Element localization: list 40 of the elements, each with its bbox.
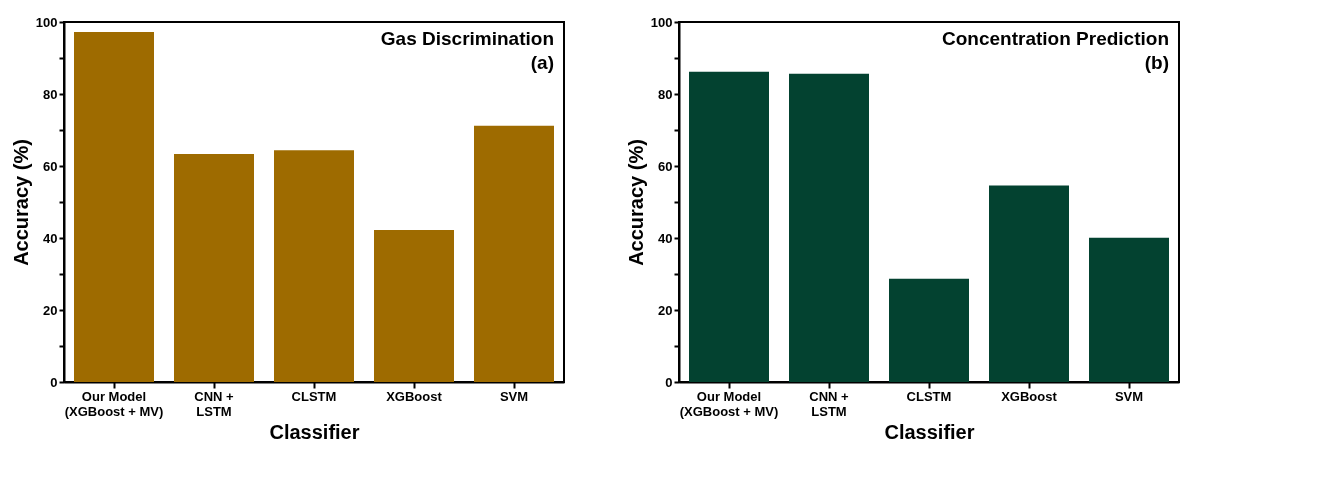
y-tick-label: 100 — [35, 14, 58, 30]
x-tick-label: XGBoost — [386, 388, 443, 404]
bar — [274, 150, 354, 382]
bar — [1089, 237, 1169, 382]
y-tick-label: 20 — [43, 302, 58, 318]
annotation: (a) — [530, 52, 554, 73]
x-axis-title: Classifier — [884, 420, 975, 443]
bar — [889, 278, 969, 382]
x-tick-label: SVM — [1114, 388, 1144, 404]
y-tick-label: 80 — [658, 86, 673, 102]
y-tick-label: 60 — [43, 158, 58, 174]
bar — [174, 154, 254, 382]
bar — [374, 230, 454, 382]
y-tick-label: 0 — [665, 374, 673, 390]
x-tick-label: Our Model (XGBoost + MV) — [679, 388, 779, 419]
y-axis-title: Accuracy (%) — [624, 139, 647, 266]
y-axis-title: Accuracy (%) — [9, 139, 32, 266]
annotation: (b) — [1144, 52, 1169, 73]
x-tick-label: Our Model (XGBoost + MV) — [64, 388, 164, 419]
y-tick-label: 100 — [650, 14, 673, 30]
chart-title: Concentration Prediction — [942, 28, 1169, 49]
x-axis-title: Classifier — [269, 420, 360, 443]
y-tick-label: 0 — [50, 374, 58, 390]
x-tick-label: CLSTM — [906, 388, 952, 404]
bar — [474, 125, 554, 382]
chart-title: Gas Discrimination — [380, 28, 554, 49]
x-tick-label: SVM — [499, 388, 529, 404]
bar — [989, 185, 1069, 382]
x-tick-label: CLSTM — [291, 388, 337, 404]
y-tick-label: 40 — [658, 230, 673, 246]
y-tick-label: 60 — [658, 158, 673, 174]
y-tick-label: 20 — [658, 302, 673, 318]
x-tick-label: CNN + LSTM — [809, 388, 850, 419]
bar — [789, 73, 869, 382]
y-tick-label: 80 — [43, 86, 58, 102]
bar — [74, 32, 154, 382]
y-tick-label: 40 — [43, 230, 58, 246]
x-tick-label: CNN + LSTM — [194, 388, 235, 419]
bar — [689, 71, 769, 382]
x-tick-label: XGBoost — [1001, 388, 1058, 404]
